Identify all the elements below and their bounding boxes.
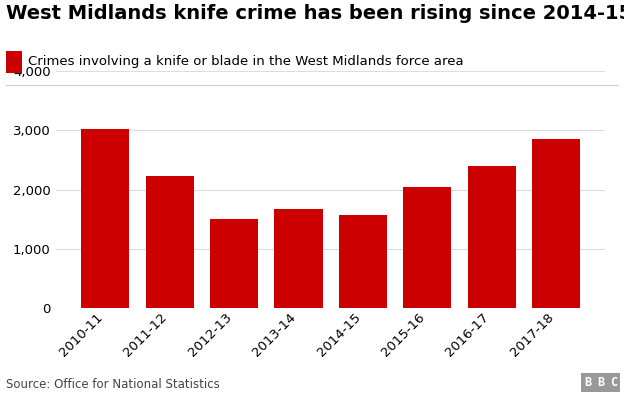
- Text: C: C: [610, 376, 617, 389]
- Bar: [81, 129, 129, 308]
- Text: Source: Office for National Statistics: Source: Office for National Statistics: [6, 378, 220, 391]
- Bar: [532, 139, 580, 308]
- Bar: [275, 209, 323, 308]
- Text: B: B: [597, 376, 604, 389]
- Text: West Midlands knife crime has been rising since 2014-15: West Midlands knife crime has been risin…: [6, 4, 624, 23]
- Text: Crimes involving a knife or blade in the West Midlands force area: Crimes involving a knife or blade in the…: [28, 55, 464, 68]
- Bar: [210, 219, 258, 308]
- Bar: [339, 215, 387, 308]
- Text: B: B: [584, 376, 591, 389]
- Bar: [403, 186, 452, 308]
- Bar: [145, 176, 194, 308]
- Bar: [467, 167, 516, 308]
